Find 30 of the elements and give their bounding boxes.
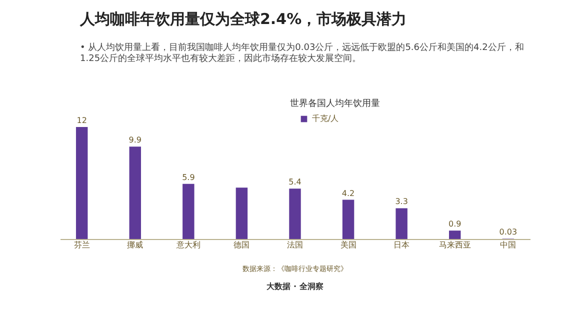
data-label: 0.9 — [448, 220, 462, 229]
x-tick-label: 中国 — [500, 240, 516, 250]
x-tick-label: 日本 — [394, 240, 410, 250]
legend-label: 千克/人 — [312, 114, 339, 123]
data-label: 9.9 — [128, 136, 142, 145]
bar — [182, 184, 194, 239]
data-label: 3.3 — [395, 197, 408, 206]
bar — [129, 146, 141, 239]
data-label: 5.9 — [182, 172, 195, 182]
chart-subtitle: • 从人均饮用量上看，目前我国咖啡人均年饮用量仅为0.03公斤，远远低于欧盟的5.6公斤和美国的4.2公斤，和 1.25公斤的全球平均水平也有较大差距，因此市场存在较大发展空间。 — [80, 42, 524, 64]
text: 大数据 · 全洞察 — [266, 281, 324, 291]
x-tick-label: 芬兰 — [74, 240, 90, 250]
x-tick-label: 法国 — [287, 240, 303, 250]
bar — [236, 188, 248, 239]
chart-title: 人均咖啡年饮用量仅为全球2.4%，市场极具潜力 — [79, 10, 407, 28]
data-label: 5.4 — [288, 178, 302, 187]
bar — [396, 208, 408, 239]
x-tick-label: 挪威 — [127, 240, 144, 250]
data-label: 0.03 — [499, 228, 518, 237]
data-label: 12 — [76, 116, 87, 125]
text: 世界各国人均年饮用量 — [290, 98, 380, 109]
bar — [342, 200, 354, 239]
x-tick-label: 美国 — [340, 240, 356, 250]
x-tick-label: 意大利 — [175, 240, 200, 250]
data-label: 4.2 — [342, 188, 355, 198]
bar — [289, 188, 301, 239]
bar — [449, 230, 461, 239]
x-tick-label: 德国 — [234, 240, 250, 250]
x-tick-label: 马来西亚 — [438, 240, 471, 250]
bar — [76, 127, 88, 239]
